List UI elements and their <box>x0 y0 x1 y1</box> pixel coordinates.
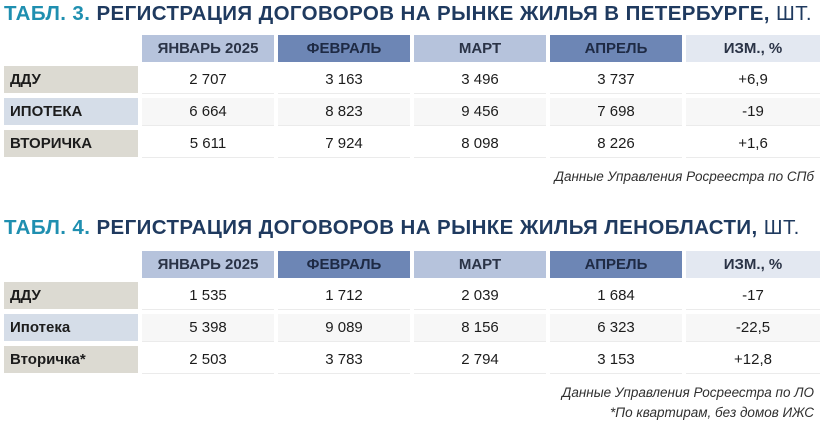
table-3-unit: ШТ. <box>776 2 812 25</box>
table-cell: 1 535 <box>142 282 274 310</box>
table-4-title: ТАБЛ. 4. РЕГИСТРАЦИЯ ДОГОВОРОВ НА РЫНКЕ … <box>4 216 800 240</box>
header-march: МАРТ <box>414 35 546 62</box>
header-march: МАРТ <box>414 251 546 278</box>
table-cell: 2 503 <box>142 346 274 374</box>
table-cell: +12,8 <box>686 346 820 374</box>
table-cell: 2 707 <box>142 66 274 94</box>
table-cell: 1 712 <box>278 282 410 310</box>
table-3: ЯНВАРЬ 2025 ФЕВРАЛЬ МАРТ АПРЕЛЬ ИЗМ., % … <box>4 35 820 158</box>
table-4-number: ТАБЛ. 4. <box>4 216 91 239</box>
table-cell: 8 156 <box>414 314 546 342</box>
table-cell: +1,6 <box>686 130 820 158</box>
header-change: ИЗМ., % <box>686 251 820 278</box>
table-cell: +6,9 <box>686 66 820 94</box>
table-4-unit: ШТ. <box>763 216 800 239</box>
table-3-heading: РЕГИСТРАЦИЯ ДОГОВОРОВ НА РЫНКЕ ЖИЛЬЯ В П… <box>96 2 770 25</box>
table-cell: 3 153 <box>550 346 682 374</box>
table-cell: 7 924 <box>278 130 410 158</box>
table-cell: 9 456 <box>414 98 546 126</box>
table-cell: 7 698 <box>550 98 682 126</box>
table-cell: 8 226 <box>550 130 682 158</box>
row-label-ddu: ДДУ <box>4 282 138 309</box>
table-cell: 6 664 <box>142 98 274 126</box>
table-3-title: ТАБЛ. 3. РЕГИСТРАЦИЯ ДОГОВОРОВ НА РЫНКЕ … <box>4 2 812 26</box>
table-cell: -19 <box>686 98 820 126</box>
table-4-heading: РЕГИСТРАЦИЯ ДОГОВОРОВ НА РЫНКЕ ЖИЛЬЯ ЛЕН… <box>96 216 758 239</box>
table-cell: 5 398 <box>142 314 274 342</box>
table-cell: 8 098 <box>414 130 546 158</box>
header-january: ЯНВАРЬ 2025 <box>142 251 274 278</box>
table-cell: 2 039 <box>414 282 546 310</box>
table-cell: -22,5 <box>686 314 820 342</box>
table-4-footnote: *По квартирам, без домов ИЖС <box>610 405 814 420</box>
header-february: ФЕВРАЛЬ <box>278 35 410 62</box>
table-4: ЯНВАРЬ 2025 ФЕВРАЛЬ МАРТ АПРЕЛЬ ИЗМ., % … <box>4 251 820 374</box>
header-april: АПРЕЛЬ <box>550 251 682 278</box>
table-cell: 5 611 <box>142 130 274 158</box>
table-cell: 9 089 <box>278 314 410 342</box>
table-cell: 8 823 <box>278 98 410 126</box>
table-cell: 3 163 <box>278 66 410 94</box>
table-cell: 1 684 <box>550 282 682 310</box>
row-label-ddu: ДДУ <box>4 66 138 93</box>
table-cell: 3 737 <box>550 66 682 94</box>
table-cell: 2 794 <box>414 346 546 374</box>
table-3-number: ТАБЛ. 3. <box>4 2 91 25</box>
table-4-source: Данные Управления Росреестра по ЛО <box>561 385 814 400</box>
row-label-secondary: ВТОРИЧКА <box>4 130 138 157</box>
header-january: ЯНВАРЬ 2025 <box>142 35 274 62</box>
row-label-secondary: Вторичка* <box>4 346 138 373</box>
corner-cell <box>4 35 138 62</box>
row-label-mortgage: ИПОТЕКА <box>4 98 138 125</box>
corner-cell <box>4 251 138 278</box>
header-change: ИЗМ., % <box>686 35 820 62</box>
table-cell: 3 783 <box>278 346 410 374</box>
table-cell: 3 496 <box>414 66 546 94</box>
table-cell: -17 <box>686 282 820 310</box>
table-cell: 6 323 <box>550 314 682 342</box>
table-3-source: Данные Управления Росреестра по СПб <box>554 169 814 184</box>
header-february: ФЕВРАЛЬ <box>278 251 410 278</box>
header-april: АПРЕЛЬ <box>550 35 682 62</box>
row-label-mortgage: Ипотека <box>4 314 138 341</box>
